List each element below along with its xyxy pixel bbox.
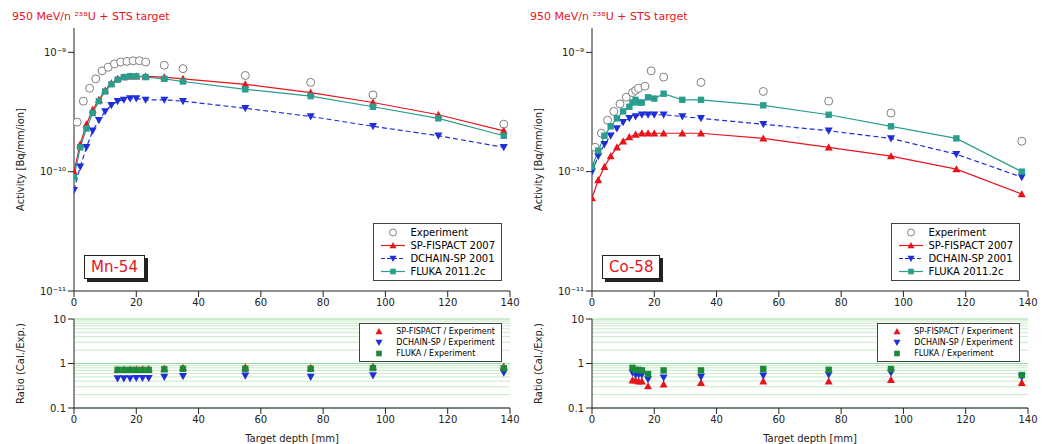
html-text:SP-FISPACT / Experiment: SP-FISPACT / Experiment — [914, 327, 1013, 336]
svg-text:40: 40 — [710, 414, 723, 425]
svg-text:10⁻¹⁰: 10⁻¹⁰ — [40, 166, 66, 177]
svg-text:60: 60 — [254, 297, 267, 308]
html-text:950 MeV/n ²³⁸U + STS target: 950 MeV/n ²³⁸U + STS target — [530, 10, 688, 23]
html-text:DCHAIN-SP 2001: DCHAIN-SP 2001 — [410, 253, 495, 264]
svg-text:80: 80 — [835, 297, 848, 308]
html-text:Co-58: Co-58 — [609, 258, 654, 276]
svg-text:0.1: 0.1 — [50, 403, 66, 414]
svg-text:Ratio (Cal./Exp.): Ratio (Cal./Exp.) — [533, 323, 544, 404]
svg-text:1: 1 — [60, 358, 66, 369]
html-text:FLUKA 2011.2c: FLUKA 2011.2c — [410, 266, 486, 277]
svg-text:120: 120 — [956, 297, 975, 308]
svg-text:10: 10 — [571, 314, 584, 325]
html-text:FLUKA / Experiment: FLUKA / Experiment — [396, 349, 476, 358]
svg-text:80: 80 — [317, 297, 330, 308]
svg-text:Target depth [mm]: Target depth [mm] — [244, 433, 339, 444]
html-text:SP-FISPACT 2007: SP-FISPACT 2007 — [928, 240, 1013, 251]
html-text:SP-FISPACT / Experiment: SP-FISPACT / Experiment — [396, 327, 495, 336]
html-text:Experiment: Experiment — [928, 227, 987, 238]
svg-text:0: 0 — [589, 414, 595, 425]
svg-text:40: 40 — [192, 414, 205, 425]
svg-text:Activity [Bq/mm/ion]: Activity [Bq/mm/ion] — [533, 108, 544, 211]
svg-text:60: 60 — [254, 414, 267, 425]
html-text:SP-FISPACT 2007: SP-FISPACT 2007 — [410, 240, 495, 251]
svg-text:100: 100 — [376, 414, 395, 425]
svg-text:Activity [Bq/mm/ion]: Activity [Bq/mm/ion] — [15, 108, 26, 211]
svg-text:0: 0 — [71, 297, 77, 308]
svg-text:10⁻⁹: 10⁻⁹ — [44, 47, 66, 58]
svg-text:140: 140 — [1018, 297, 1037, 308]
svg-text:140: 140 — [1018, 414, 1037, 425]
svg-text:40: 40 — [710, 297, 723, 308]
svg-text:10⁻⁹: 10⁻⁹ — [562, 47, 584, 58]
svg-text:10⁻¹⁰: 10⁻¹⁰ — [558, 166, 584, 177]
svg-text:60: 60 — [772, 414, 785, 425]
svg-text:20: 20 — [648, 414, 661, 425]
svg-text:10⁻¹¹: 10⁻¹¹ — [40, 286, 66, 297]
svg-text:40: 40 — [192, 297, 205, 308]
svg-text:80: 80 — [317, 414, 330, 425]
svg-text:100: 100 — [376, 297, 395, 308]
svg-text:0: 0 — [71, 414, 77, 425]
svg-text:0.1: 0.1 — [568, 403, 584, 414]
html-text:FLUKA 2011.2c: FLUKA 2011.2c — [928, 266, 1004, 277]
svg-text:Target depth [mm]: Target depth [mm] — [762, 433, 857, 444]
svg-text:10⁻¹¹: 10⁻¹¹ — [558, 286, 584, 297]
svg-text:120: 120 — [438, 297, 457, 308]
svg-text:60: 60 — [772, 297, 785, 308]
svg-text:Ratio (Cal./Exp.): Ratio (Cal./Exp.) — [15, 323, 26, 404]
svg-text:100: 100 — [894, 297, 913, 308]
svg-text:0: 0 — [589, 297, 595, 308]
svg-text:100: 100 — [894, 414, 913, 425]
svg-text:20: 20 — [130, 414, 143, 425]
html-text:950 MeV/n ²³⁸U + STS target: 950 MeV/n ²³⁸U + STS target — [12, 10, 170, 23]
svg-text:120: 120 — [438, 414, 457, 425]
svg-text:20: 20 — [648, 297, 661, 308]
svg-text:80: 80 — [835, 414, 848, 425]
html-text:DCHAIN-SP 2001: DCHAIN-SP 2001 — [928, 253, 1013, 264]
html-text:DCHAIN-SP / Experiment: DCHAIN-SP / Experiment — [914, 338, 1013, 347]
svg-text:10: 10 — [53, 314, 66, 325]
svg-text:140: 140 — [500, 414, 519, 425]
svg-text:120: 120 — [956, 414, 975, 425]
html-text:FLUKA / Experiment: FLUKA / Experiment — [914, 349, 994, 358]
html-text:DCHAIN-SP / Experiment: DCHAIN-SP / Experiment — [396, 338, 495, 347]
svg-text:140: 140 — [500, 297, 519, 308]
html-text:Experiment: Experiment — [410, 227, 469, 238]
svg-text:20: 20 — [130, 297, 143, 308]
svg-text:1: 1 — [578, 358, 584, 369]
html-text:Mn-54: Mn-54 — [91, 258, 138, 276]
